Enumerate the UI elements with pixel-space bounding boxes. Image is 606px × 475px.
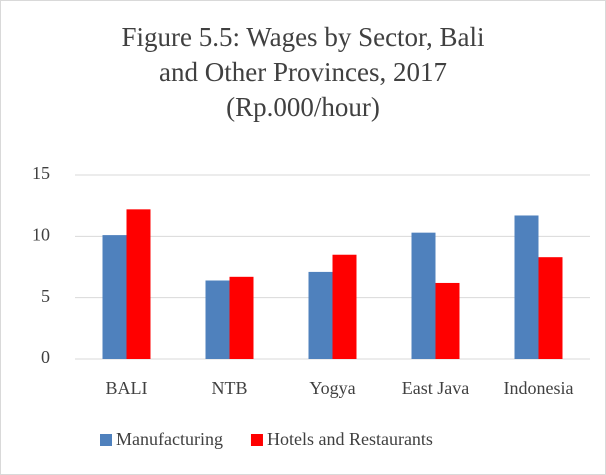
legend-label: Manufacturing xyxy=(116,429,223,449)
bar xyxy=(538,257,563,359)
y-tick-label: 15 xyxy=(32,163,50,183)
bar xyxy=(205,280,230,359)
legend-swatch xyxy=(250,434,263,446)
y-tick-label: 0 xyxy=(41,347,50,367)
bar xyxy=(229,276,254,359)
y-tick-label: 10 xyxy=(32,224,50,244)
x-tick-label: BALI xyxy=(106,378,148,398)
chart-title: Figure 5.5: Wages by Sector, Bali xyxy=(122,22,485,52)
y-tick-label: 5 xyxy=(41,286,50,306)
chart-title: (Rp.000/hour) xyxy=(226,92,380,122)
bar xyxy=(126,209,151,359)
x-tick-label: East Java xyxy=(402,378,469,398)
bar xyxy=(332,254,357,359)
legend-swatch xyxy=(100,434,112,446)
x-tick-label: Indonesia xyxy=(504,378,574,398)
x-tick-label: NTB xyxy=(212,378,248,398)
bar xyxy=(411,232,436,359)
chart-title: and Other Provinces, 2017 xyxy=(159,57,447,87)
legend-label: Hotels and Restaurants xyxy=(267,429,433,449)
bar xyxy=(308,271,333,359)
bar xyxy=(514,215,539,359)
bar xyxy=(102,235,127,359)
bar xyxy=(435,282,460,359)
x-tick-label: Yogya xyxy=(309,378,355,398)
